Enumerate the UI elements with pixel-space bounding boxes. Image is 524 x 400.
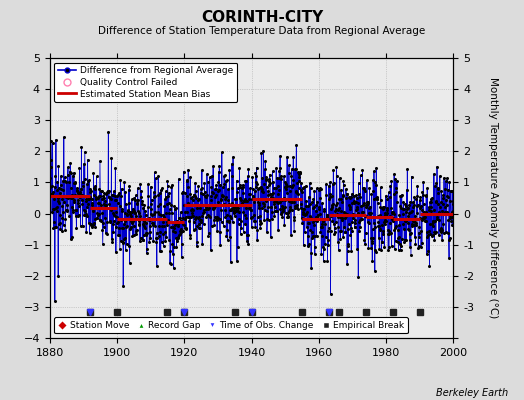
- Y-axis label: Monthly Temperature Anomaly Difference (°C): Monthly Temperature Anomaly Difference (…: [488, 77, 498, 319]
- Text: CORINTH-CITY: CORINTH-CITY: [201, 10, 323, 25]
- Legend: Station Move, Record Gap, Time of Obs. Change, Empirical Break: Station Move, Record Gap, Time of Obs. C…: [54, 317, 408, 334]
- Text: Berkeley Earth: Berkeley Earth: [436, 388, 508, 398]
- Text: Difference of Station Temperature Data from Regional Average: Difference of Station Temperature Data f…: [99, 26, 425, 36]
